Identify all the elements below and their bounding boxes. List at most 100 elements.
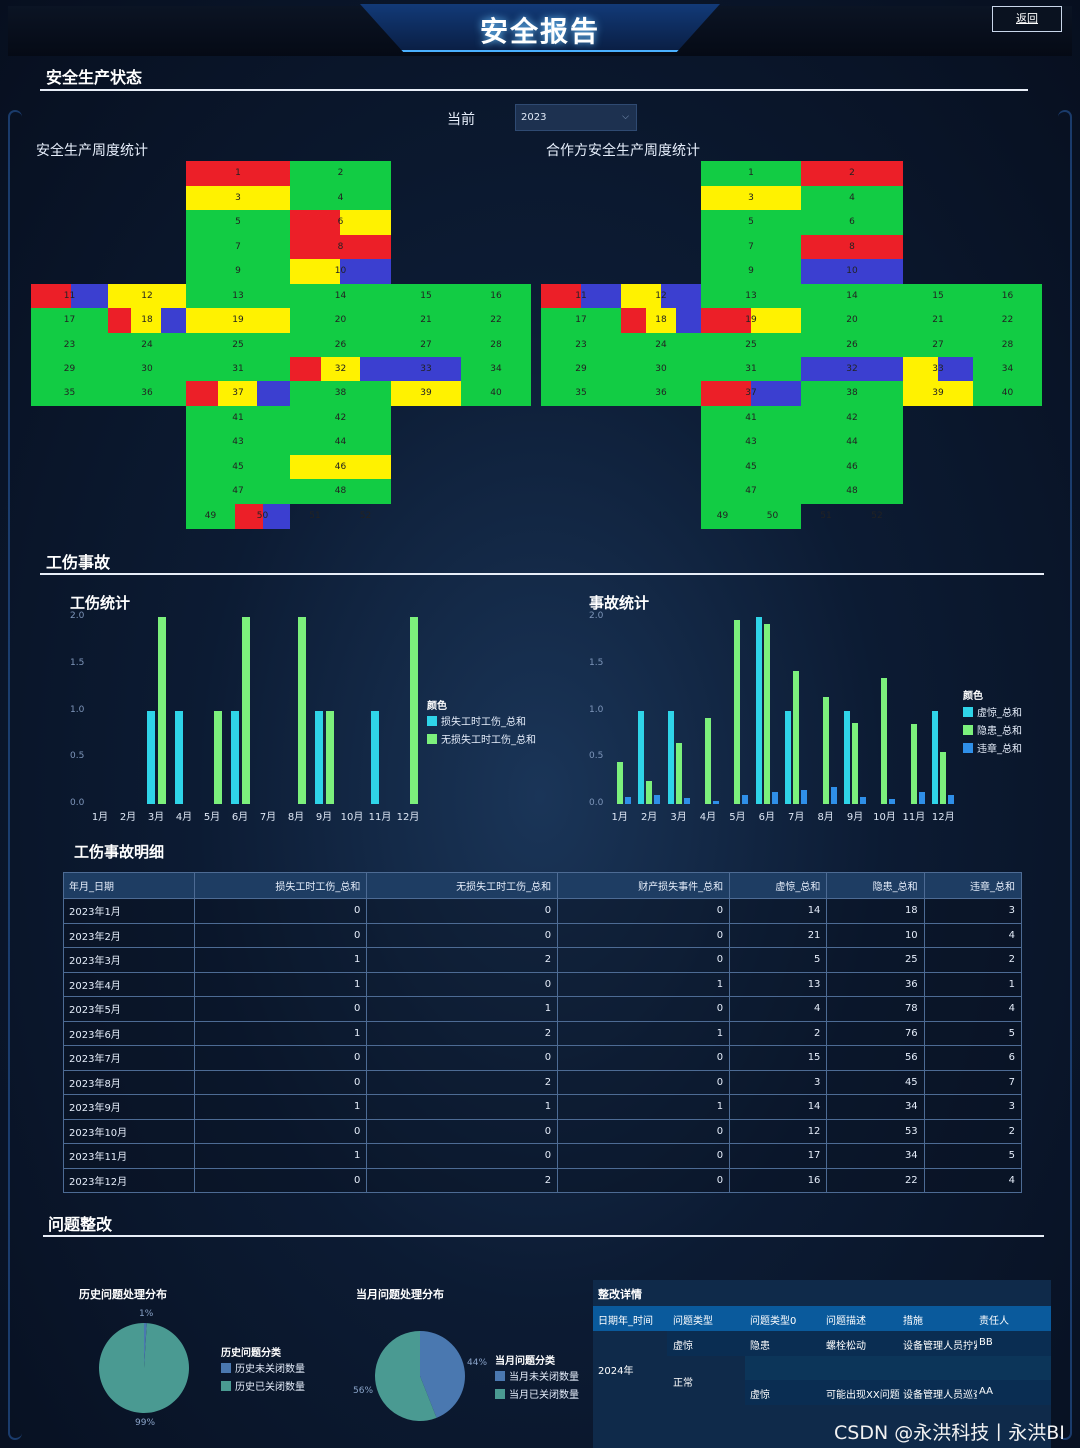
week-cell[interactable]: 14 xyxy=(334,291,347,301)
week-cell[interactable]: 52 xyxy=(359,511,372,521)
week-cell[interactable]: 24 xyxy=(141,340,153,350)
week-cell[interactable]: 50 xyxy=(766,511,779,521)
bar[interactable] xyxy=(932,710,939,804)
table-column-header[interactable]: 无损失工时工伤_总和 xyxy=(366,872,559,899)
bar[interactable] xyxy=(683,798,690,804)
week-cell[interactable]: 16 xyxy=(1001,291,1014,301)
table-column-header[interactable]: 年月_日期 xyxy=(62,872,196,899)
week-cell[interactable]: 41 xyxy=(745,413,757,423)
history-legend-item[interactable]: 历史未关闭数量 xyxy=(221,1360,305,1375)
month-legend-item[interactable]: 当月已关闭数量 xyxy=(495,1386,579,1401)
week-cell[interactable]: 48 xyxy=(334,486,347,496)
bar[interactable] xyxy=(638,710,645,804)
week-cell[interactable]: 47 xyxy=(232,486,244,496)
year-select[interactable]: 2023 ⌵ xyxy=(515,104,637,131)
week-cell[interactable]: 10 xyxy=(846,266,858,276)
week-cell[interactable]: 46 xyxy=(334,462,347,472)
week-cell[interactable]: 42 xyxy=(846,413,858,423)
bar[interactable] xyxy=(940,751,947,804)
week-cell[interactable]: 35 xyxy=(575,388,587,398)
bar[interactable] xyxy=(174,710,183,804)
week-cell[interactable]: 31 xyxy=(232,364,244,374)
bar[interactable] xyxy=(409,617,418,804)
table-column-header[interactable]: 财产损失事件_总和 xyxy=(557,872,731,899)
bar[interactable] xyxy=(793,671,800,804)
week-cell[interactable]: 40 xyxy=(1001,388,1014,398)
week-cell[interactable]: 19 xyxy=(745,315,757,325)
week-cell[interactable]: 22 xyxy=(1001,315,1014,325)
week-cell[interactable]: 34 xyxy=(490,364,502,374)
bar[interactable] xyxy=(616,761,623,804)
bar[interactable] xyxy=(704,717,711,804)
injury-legend-item[interactable]: 损失工时工伤_总和 xyxy=(427,713,526,728)
week-cell[interactable]: 1 xyxy=(748,168,754,178)
week-cell[interactable]: 36 xyxy=(655,388,667,398)
week-cell[interactable]: 26 xyxy=(846,340,858,350)
week-cell[interactable]: 4 xyxy=(849,193,855,203)
week-cell[interactable]: 22 xyxy=(490,315,502,325)
week-cell[interactable]: 18 xyxy=(655,315,667,325)
table-column-header[interactable]: 虚惊_总和 xyxy=(729,872,828,899)
bar[interactable] xyxy=(918,791,925,804)
bar[interactable] xyxy=(889,799,896,804)
week-cell[interactable]: 26 xyxy=(334,340,347,350)
week-cell[interactable]: 39 xyxy=(932,388,944,398)
week-cell[interactable]: 28 xyxy=(1001,340,1014,350)
week-cell[interactable]: 6 xyxy=(849,217,855,227)
accident-legend-item[interactable]: 隐患_总和 xyxy=(963,722,1022,737)
bar[interactable] xyxy=(785,710,792,804)
bar[interactable] xyxy=(822,697,829,804)
bar[interactable] xyxy=(734,619,741,804)
week-cell[interactable]: 23 xyxy=(63,340,76,350)
week-cell[interactable]: 16 xyxy=(490,291,502,301)
week-cell[interactable]: 25 xyxy=(745,340,757,350)
bar[interactable] xyxy=(146,710,155,804)
week-cell[interactable]: 23 xyxy=(575,340,587,350)
bar[interactable] xyxy=(712,801,719,804)
week-cell[interactable]: 4 xyxy=(337,193,344,203)
week-cell[interactable]: 13 xyxy=(745,291,757,301)
week-cell[interactable]: 2 xyxy=(337,168,344,178)
week-cell[interactable]: 21 xyxy=(420,315,432,325)
week-cell[interactable]: 29 xyxy=(63,364,76,374)
week-cell[interactable]: 17 xyxy=(575,315,587,325)
week-cell[interactable]: 21 xyxy=(932,315,944,325)
bar[interactable] xyxy=(801,789,808,804)
week-cell[interactable]: 8 xyxy=(849,242,855,252)
bar[interactable] xyxy=(852,722,859,804)
bar[interactable] xyxy=(157,617,166,804)
pie-slice[interactable] xyxy=(420,1331,466,1418)
week-cell[interactable]: 19 xyxy=(232,315,244,325)
bar[interactable] xyxy=(370,710,379,804)
week-cell[interactable]: 38 xyxy=(334,388,347,398)
week-cell[interactable]: 43 xyxy=(745,437,757,447)
accident-legend-item[interactable]: 违章_总和 xyxy=(963,740,1022,755)
bar[interactable] xyxy=(325,710,334,804)
week-cell[interactable]: 45 xyxy=(745,462,757,472)
week-cell[interactable]: 2 xyxy=(849,168,855,178)
week-cell[interactable]: 43 xyxy=(232,437,244,447)
bar[interactable] xyxy=(314,710,323,804)
week-cell[interactable]: 17 xyxy=(63,315,76,325)
bar[interactable] xyxy=(624,796,631,804)
pie-slice[interactable] xyxy=(99,1323,190,1413)
week-cell[interactable]: 14 xyxy=(846,291,858,301)
month-legend-item[interactable]: 当月未关闭数量 xyxy=(495,1368,579,1383)
week-cell[interactable]: 13 xyxy=(232,291,244,301)
pie-slice[interactable] xyxy=(375,1331,437,1421)
week-cell[interactable]: 47 xyxy=(745,486,757,496)
week-cell[interactable]: 51 xyxy=(820,511,832,521)
bar[interactable] xyxy=(742,794,749,804)
injury-legend-item[interactable]: 无损失工时工伤_总和 xyxy=(427,731,536,746)
bar[interactable] xyxy=(230,710,239,804)
week-cell[interactable]: 29 xyxy=(575,364,587,374)
week-cell[interactable]: 37 xyxy=(232,388,244,398)
table-column-header[interactable]: 隐患_总和 xyxy=(826,872,925,899)
week-cell[interactable]: 48 xyxy=(846,486,858,496)
week-cell[interactable]: 37 xyxy=(745,388,757,398)
week-cell[interactable]: 42 xyxy=(334,413,347,423)
bar[interactable] xyxy=(755,617,762,804)
week-cell[interactable]: 31 xyxy=(745,364,757,374)
week-cell[interactable]: 5 xyxy=(235,217,241,227)
week-cell[interactable]: 44 xyxy=(334,437,347,447)
